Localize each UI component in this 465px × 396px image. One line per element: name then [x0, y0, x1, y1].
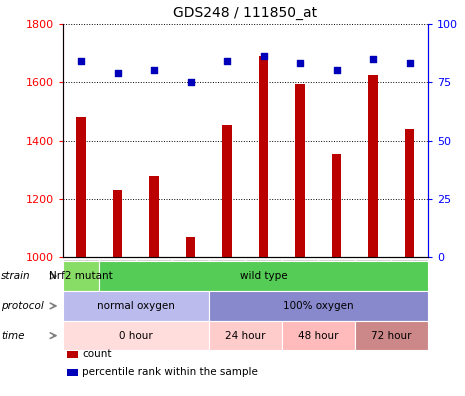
- Text: percentile rank within the sample: percentile rank within the sample: [82, 367, 258, 377]
- Text: strain: strain: [1, 271, 31, 281]
- Bar: [295, 84, 305, 257]
- Text: protocol: protocol: [1, 301, 44, 311]
- Text: 24 hour: 24 hour: [225, 331, 266, 341]
- Bar: [368, 75, 378, 257]
- Bar: [222, 124, 232, 257]
- Title: GDS248 / 111850_at: GDS248 / 111850_at: [173, 6, 317, 20]
- Text: 72 hour: 72 hour: [371, 331, 412, 341]
- Point: [150, 67, 158, 74]
- Point: [223, 58, 231, 64]
- Point: [260, 53, 267, 60]
- Point: [406, 60, 413, 67]
- Point: [333, 67, 340, 74]
- Bar: [259, 56, 268, 257]
- Point: [77, 58, 85, 64]
- Bar: [405, 129, 414, 257]
- Point: [296, 60, 304, 67]
- Text: Nrf2 mutant: Nrf2 mutant: [49, 271, 113, 281]
- Text: 100% oxygen: 100% oxygen: [283, 301, 353, 311]
- Bar: [332, 154, 341, 257]
- Point: [369, 56, 377, 62]
- Text: normal oxygen: normal oxygen: [97, 301, 175, 311]
- Text: 0 hour: 0 hour: [119, 331, 153, 341]
- Bar: [76, 117, 86, 257]
- Text: count: count: [82, 349, 112, 360]
- Point: [114, 70, 121, 76]
- Text: 48 hour: 48 hour: [298, 331, 339, 341]
- Point: [187, 79, 194, 86]
- Text: wild type: wild type: [240, 271, 287, 281]
- Bar: [186, 237, 195, 257]
- Text: time: time: [1, 331, 25, 341]
- Bar: [113, 190, 122, 257]
- Bar: [149, 176, 159, 257]
